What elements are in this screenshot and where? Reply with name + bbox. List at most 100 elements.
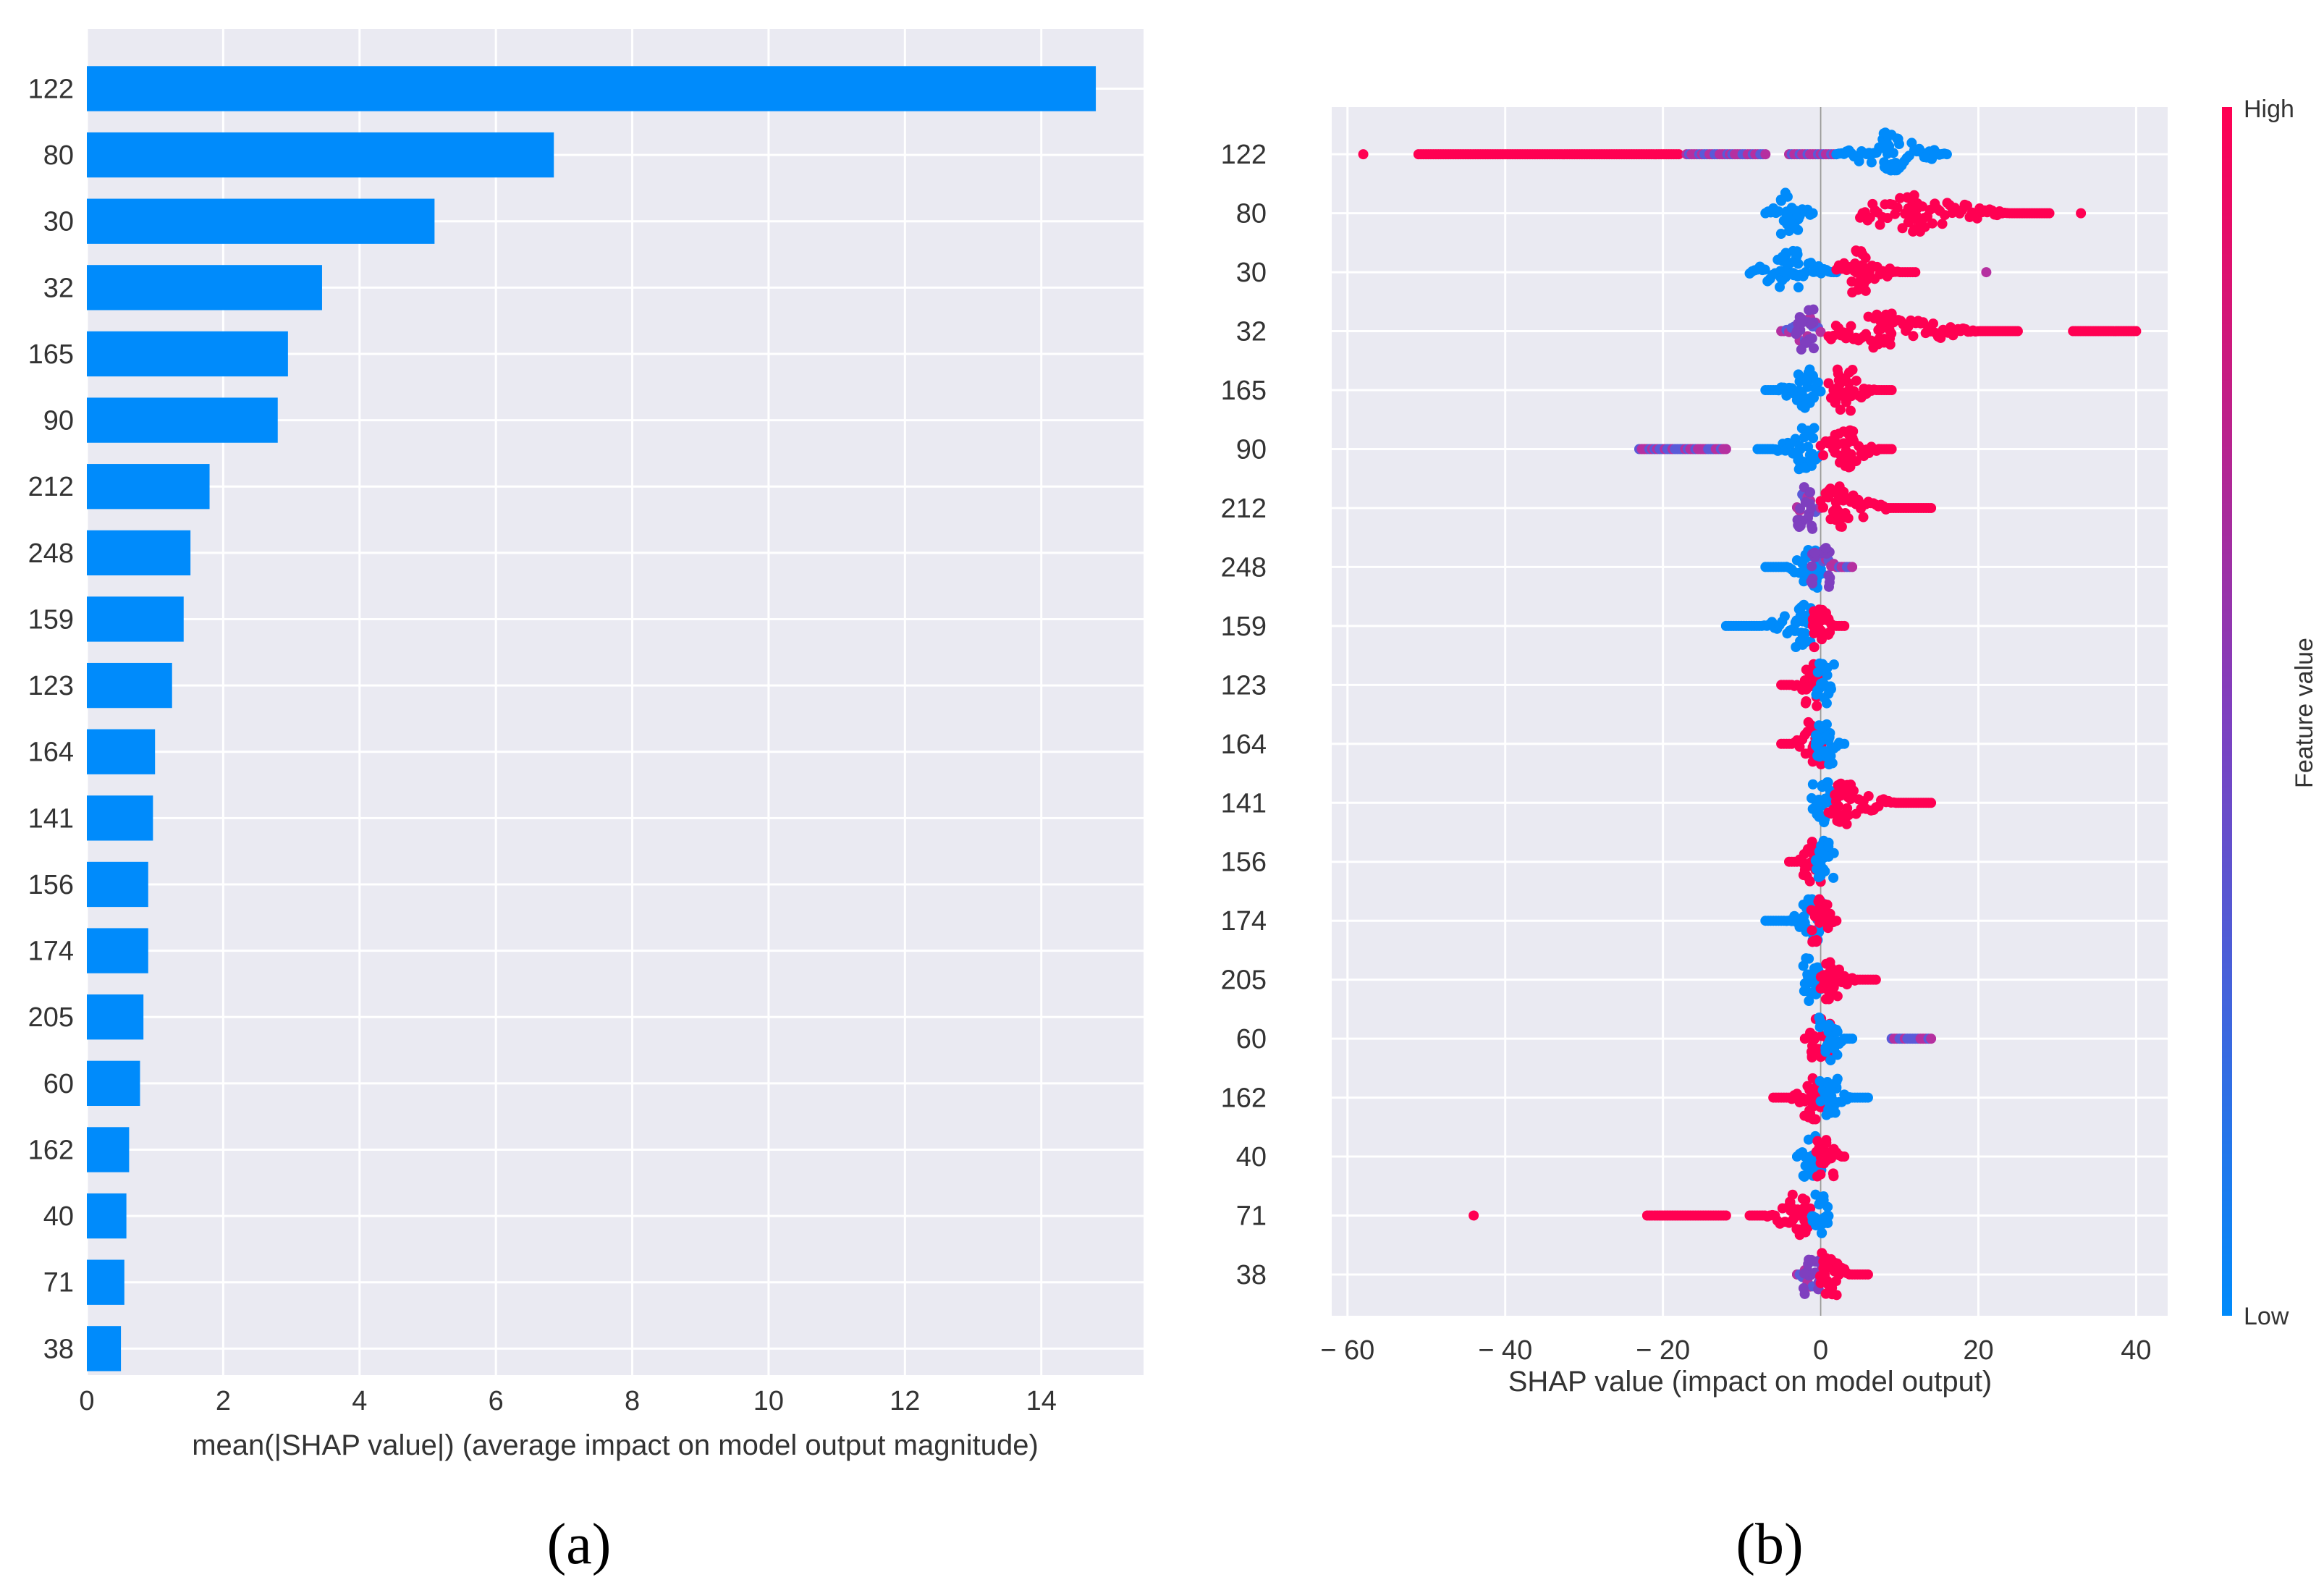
colorbar-high-label: High	[2244, 96, 2294, 123]
chart-b-point	[1820, 1259, 1830, 1270]
chart-b-point	[1804, 364, 1815, 375]
chart-b-point	[1833, 375, 1844, 386]
chart-a-y-tick: 38	[43, 1334, 74, 1364]
chart-b-point	[1821, 719, 1832, 730]
chart-b-point	[1859, 283, 1869, 294]
chart-b-point	[1860, 270, 1871, 281]
chart-b-y-tick: 123	[1221, 670, 1267, 701]
chart-a-y-tick: 90	[43, 406, 74, 436]
chart-b-point	[1805, 487, 1816, 498]
chart-b-y-tick: 165	[1221, 376, 1267, 406]
chart-b-point	[1811, 622, 1822, 633]
chart-b-point	[1798, 900, 1809, 910]
chart-a-y-tick: 159	[28, 604, 74, 635]
chart-b-y-tick: 38	[1236, 1260, 1267, 1290]
chart-b-point	[1926, 1034, 1937, 1044]
chart-a-y-tick: 60	[43, 1069, 74, 1099]
chart-b-point	[1847, 1034, 1858, 1044]
chart-b-point	[1813, 856, 1824, 867]
chart-b-point	[1834, 815, 1845, 826]
chart-b-y-tick: 60	[1236, 1024, 1267, 1054]
chart-a-y-tick: 71	[43, 1268, 74, 1298]
chart-b-point	[1853, 494, 1864, 505]
chart-b-point	[1793, 282, 1804, 292]
chart-b-point	[1792, 249, 1803, 260]
chart-a-x-tick: 2	[216, 1386, 231, 1416]
chart-b-point	[1782, 219, 1793, 229]
chart-b-point	[1831, 788, 1842, 799]
chart-b-point	[1815, 1169, 1826, 1180]
chart-b-x-tick-labels: − 60 − 40 − 20 0 20 40	[1320, 1335, 2151, 1366]
chart-b-point	[2012, 326, 2023, 337]
chart-b-point	[1846, 321, 1856, 331]
chart-b-point	[1809, 642, 1820, 653]
chart-b-point	[1863, 790, 1874, 801]
chart-a-bar	[87, 662, 172, 709]
chart-b-point	[1833, 800, 1844, 811]
chart-b-point	[1807, 1052, 1817, 1063]
chart-b-y-tick-labels: 122 80 30 32 165 90 212 248 159 123 164 141 156 174 20…	[1221, 140, 1267, 1290]
chart-b-point	[1775, 228, 1786, 239]
chart-a-y-tick: 123	[28, 671, 74, 701]
chart-b-point	[1822, 1209, 1833, 1220]
chart-b-point	[1839, 1151, 1850, 1162]
colorbar-title: Feature value	[2291, 638, 2318, 788]
chart-b-y-tick: 40	[1236, 1142, 1267, 1172]
chart-b-point	[1814, 737, 1825, 748]
chart-b-point	[1870, 974, 1881, 985]
chart-b-point	[1827, 1289, 1838, 1300]
chart-a-y-tick: 248	[28, 538, 74, 569]
chart-a-x-tick: 12	[890, 1386, 920, 1416]
chart-b-point	[1760, 149, 1771, 160]
chart-b-point	[1871, 336, 1882, 347]
chart-b-point	[1831, 916, 1842, 926]
chart-b-point	[1822, 900, 1833, 910]
chart-b-point	[1843, 792, 1854, 803]
chart-a-bar	[87, 198, 435, 244]
chart-b-point	[1827, 1039, 1838, 1049]
chart-b-point	[1839, 738, 1850, 749]
chart-b-point	[1886, 444, 1897, 455]
chart-b-point	[1799, 1215, 1810, 1226]
chart-b-point	[1840, 508, 1851, 519]
chart-b-point	[1830, 512, 1841, 523]
chart-b-point	[1829, 1266, 1840, 1277]
chart-b-point	[1825, 1081, 1836, 1092]
chart-b-y-tick: 156	[1221, 848, 1267, 878]
chart-b-point	[1779, 611, 1790, 622]
chart-b-point	[1813, 610, 1824, 621]
chart-b-point	[1842, 803, 1853, 813]
chart-b-point	[1820, 543, 1831, 554]
chart-b-plot-area	[1332, 107, 2168, 1316]
colorbar-low-label: Low	[2244, 1303, 2289, 1330]
chart-b-point	[1845, 425, 1856, 436]
chart-b-point	[1804, 971, 1814, 981]
chart-a-y-tick: 141	[28, 803, 74, 834]
chart-a-bar	[87, 1259, 124, 1305]
chart-b-point	[1816, 1227, 1827, 1238]
chart-b-point	[1926, 798, 1937, 808]
chart-b-point	[1782, 191, 1793, 202]
chart-b-point	[1799, 911, 1809, 922]
chart-b-point	[1828, 330, 1839, 341]
chart-b-y-tick: 164	[1221, 730, 1267, 760]
chart-b-point	[1807, 520, 1817, 531]
chart-b-point	[1817, 1272, 1828, 1283]
chart-b-point	[1773, 206, 1784, 217]
chart-b-point	[1825, 1054, 1836, 1065]
chart-b-point	[1833, 428, 1844, 439]
chart-b-point	[1827, 758, 1838, 769]
chart-b-y-tick: 162	[1221, 1083, 1267, 1114]
chart-b-point	[1879, 337, 1890, 348]
chart-b-x-tick: − 20	[1636, 1335, 1690, 1366]
chart-b-point	[1892, 133, 1903, 144]
chart-b-point	[1806, 576, 1817, 587]
chart-b-point	[1791, 329, 1801, 339]
chart-a: 1228030321659021224815912316414115617420…	[28, 29, 1144, 1576]
chart-b-y-tick: 248	[1221, 552, 1267, 583]
chart-a-bar	[87, 530, 191, 575]
chart-a-bar	[87, 464, 210, 510]
chart-b-point	[1822, 777, 1833, 788]
chart-b-point	[1818, 502, 1829, 513]
